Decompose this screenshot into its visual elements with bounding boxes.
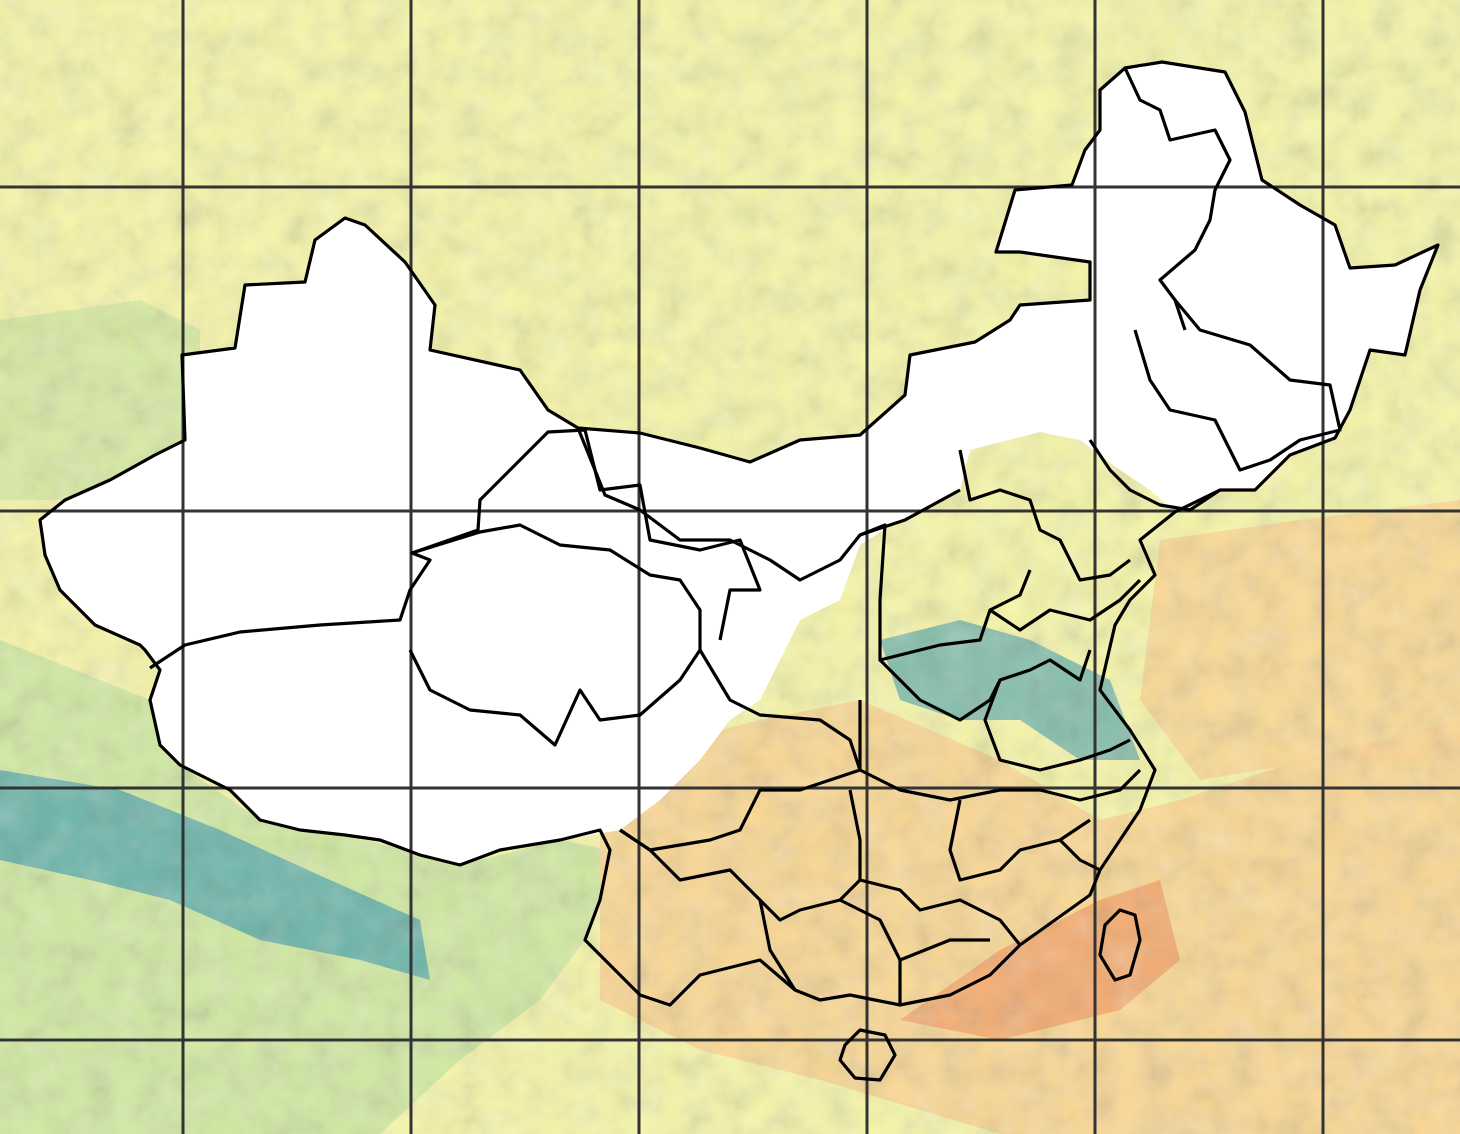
boundaries xyxy=(38,60,1440,1082)
hubei xyxy=(858,700,1040,802)
heilongjiang xyxy=(1123,67,1232,331)
fujian-zhejiang xyxy=(1039,768,1142,872)
hebei xyxy=(958,449,1131,582)
jiangsu-anhui xyxy=(983,679,1131,772)
yunnan-guizhou xyxy=(619,828,862,991)
xinjiang-tibet-border xyxy=(149,523,702,747)
sichuan-chongqing xyxy=(619,649,862,852)
liaoning xyxy=(1088,439,1221,512)
shandong xyxy=(989,578,1142,632)
jilin xyxy=(1133,298,1342,472)
guangxi-guangdong xyxy=(839,898,990,1005)
qinghai xyxy=(411,428,762,641)
taiwan xyxy=(1098,908,1142,982)
inner-mongolia xyxy=(859,523,1032,662)
hainan xyxy=(838,1028,897,1082)
